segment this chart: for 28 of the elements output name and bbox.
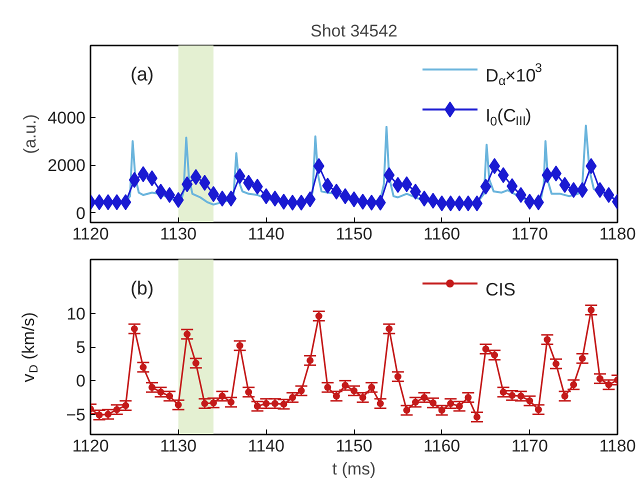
x-tick-label: 1180 xyxy=(599,436,636,456)
x-tick-label: 1120 xyxy=(72,436,109,456)
x-tick-label: 1130 xyxy=(160,436,197,456)
y-axis-title: vD (km/s) xyxy=(19,312,41,382)
y-tick-label: 0 xyxy=(76,372,86,391)
y-tick-label: 4000 xyxy=(48,108,86,128)
legend-label: CIS xyxy=(486,280,516,300)
x-tick-label: 1160 xyxy=(424,224,460,244)
y-tick-label: 0 xyxy=(76,204,86,223)
y-tick-label: 2000 xyxy=(48,156,86,176)
x-axis-title: t (ms) xyxy=(332,460,376,478)
y-tick-label: 5 xyxy=(76,338,86,357)
annotation: (b) xyxy=(130,278,154,300)
x-tick-label: 1150 xyxy=(336,224,372,244)
y-axis-title: (a.u.) xyxy=(20,114,40,154)
y-tick-label: −5 xyxy=(66,405,86,424)
x-tick-label: 1140 xyxy=(248,224,284,244)
x-tick-label: 1180 xyxy=(599,224,636,244)
x-tick-label: 1150 xyxy=(336,436,372,456)
chart-title: Shot 34542 xyxy=(310,22,398,40)
x-tick-label: 1170 xyxy=(511,436,548,456)
x-tick-label: 1160 xyxy=(424,436,460,456)
x-tick-label: 1170 xyxy=(511,224,548,244)
x-tick-label: 1130 xyxy=(160,224,197,244)
annotation: (a) xyxy=(130,64,154,86)
x-tick-label: 1140 xyxy=(248,436,284,456)
x-tick-label: 1120 xyxy=(72,224,109,244)
y-tick-label: 10 xyxy=(66,304,86,324)
